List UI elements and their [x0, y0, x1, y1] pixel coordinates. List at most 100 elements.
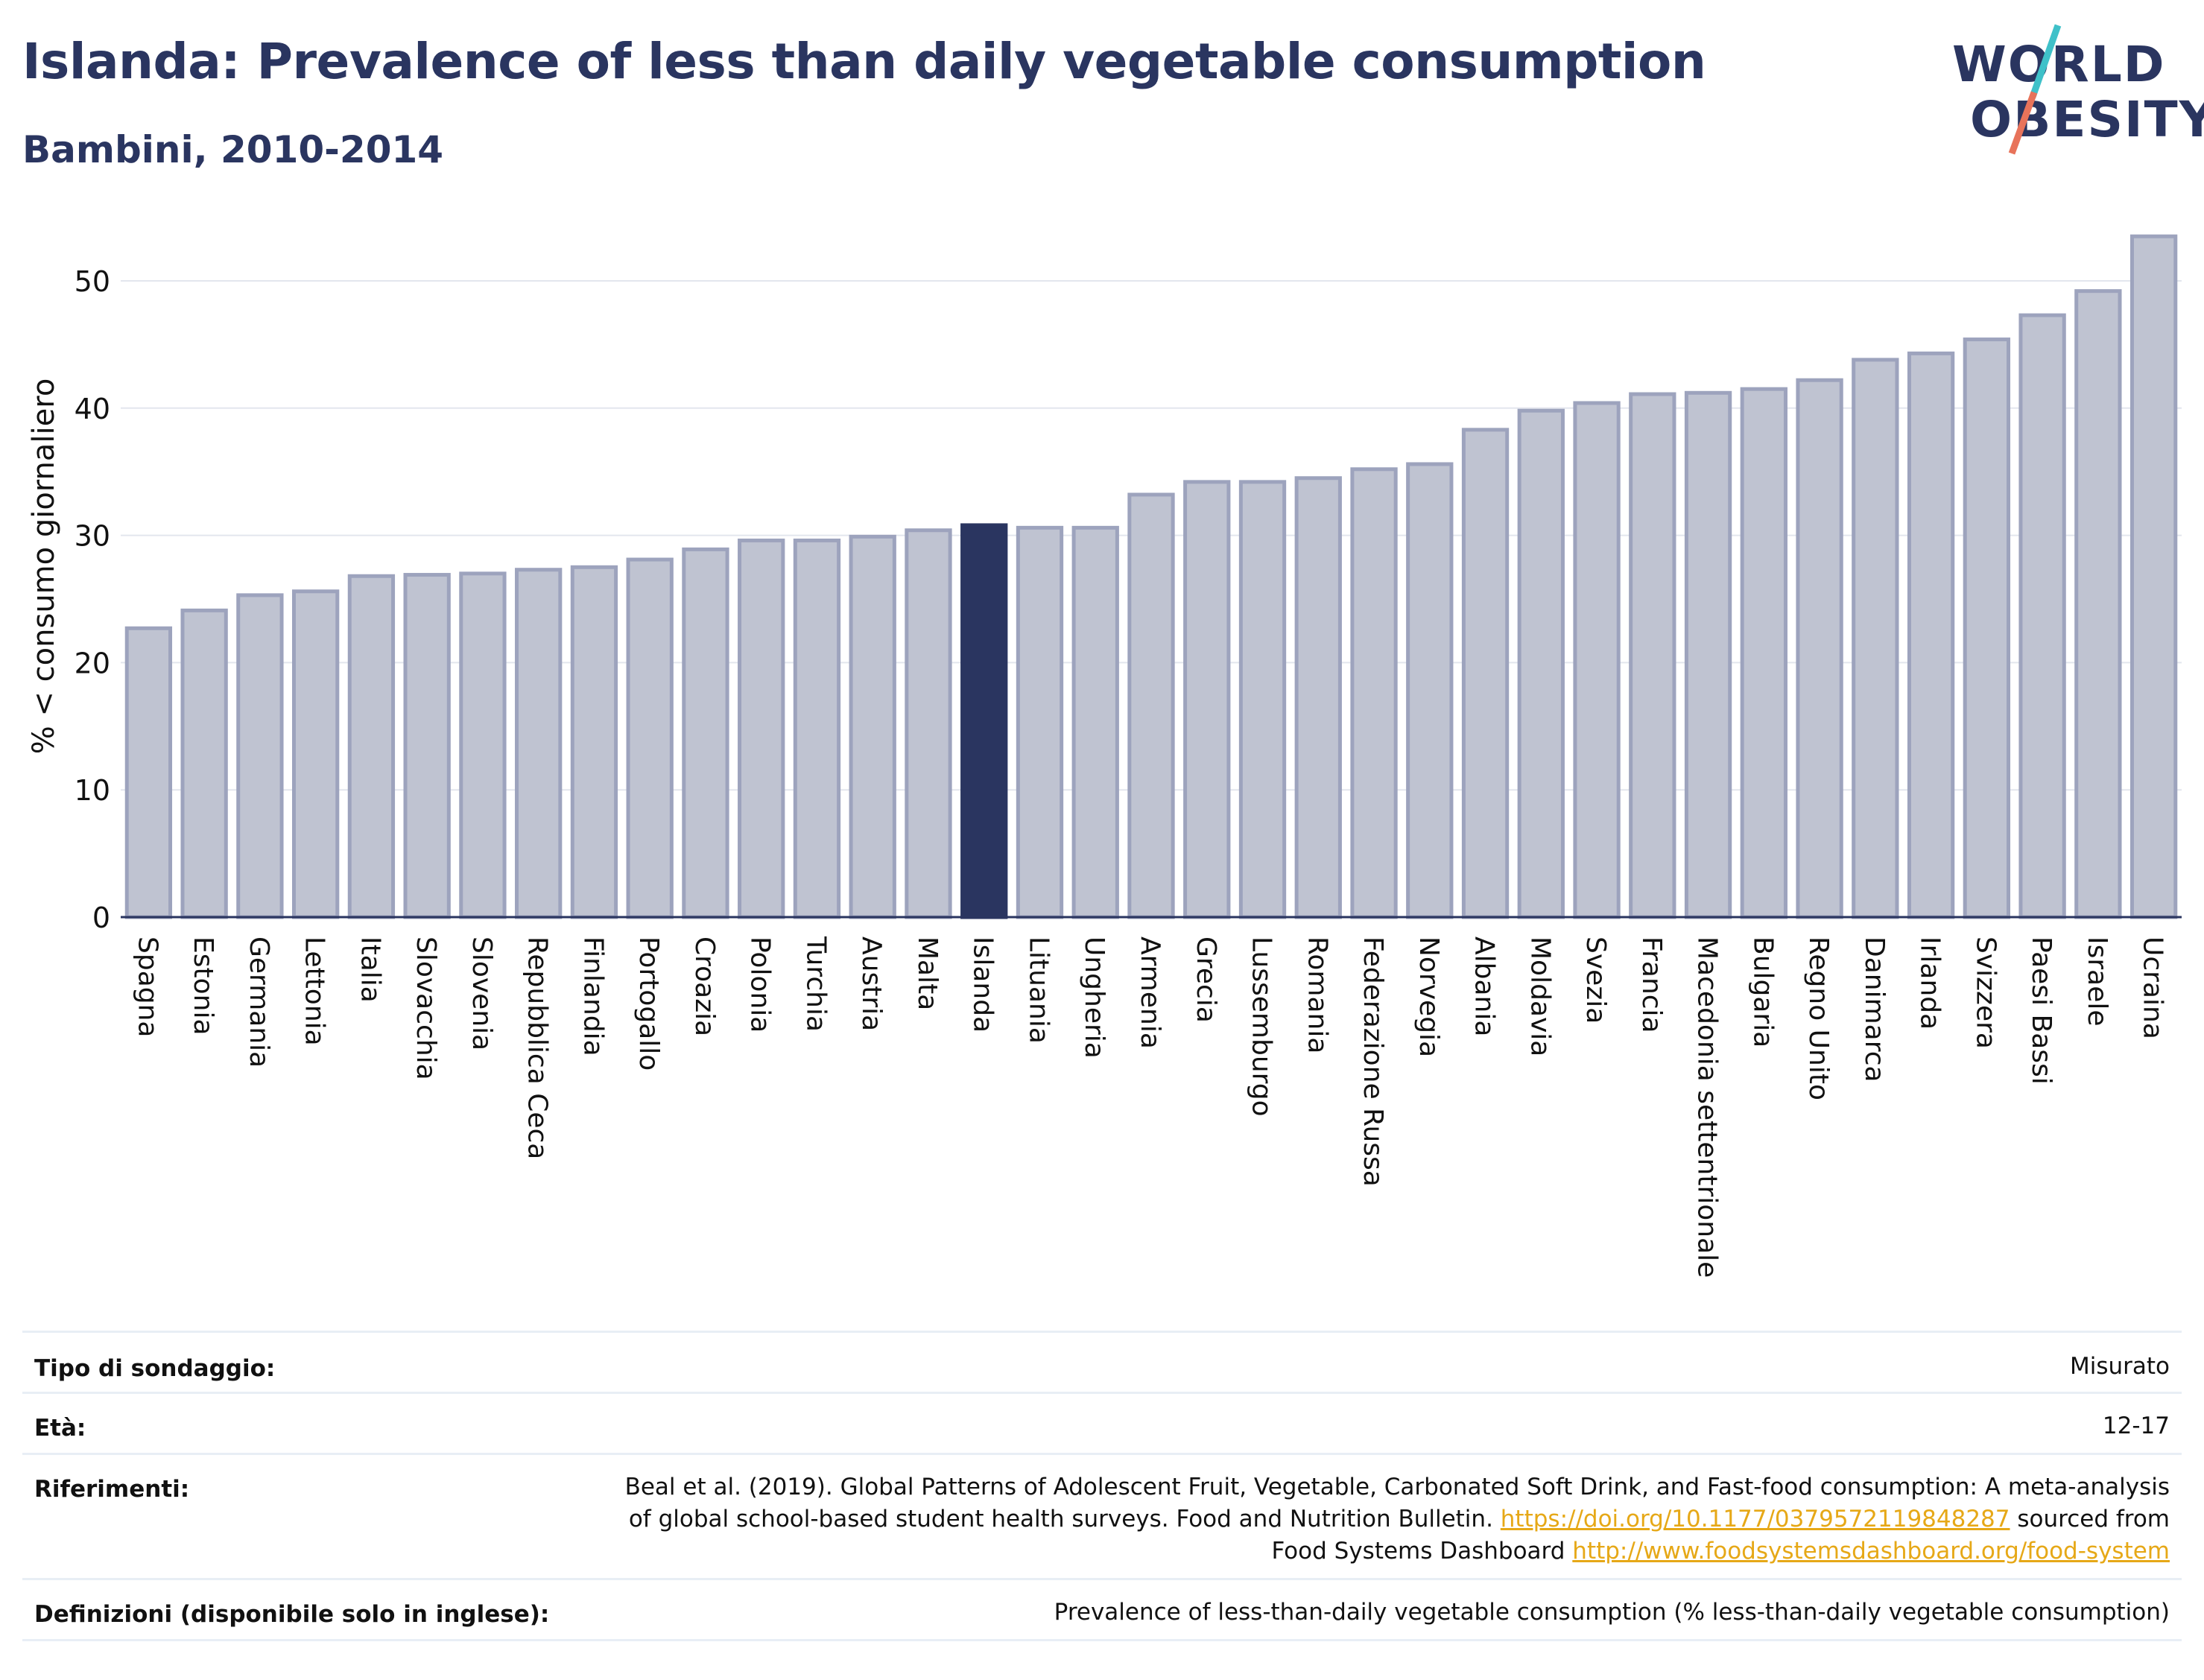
- meta-survey-value: Misurato: [2069, 1353, 2170, 1380]
- bar: [180, 608, 228, 919]
- y-tick-label: 10: [75, 774, 110, 807]
- bars: [124, 234, 2178, 919]
- x-tick-label: Bulgaria: [1747, 936, 1778, 1047]
- x-tick-label: Regno Unito: [1803, 936, 1834, 1100]
- x-tick-label: Ungheria: [1079, 936, 1109, 1059]
- bar: [1963, 337, 2011, 919]
- meta-survey-label: Tipo di sondaggio:: [34, 1355, 276, 1382]
- y-tick-label: 40: [75, 393, 110, 425]
- x-tick-label: Romania: [1302, 936, 1332, 1053]
- x-tick-label: Irlanda: [1915, 936, 1945, 1030]
- bar: [2129, 234, 2178, 919]
- meta-defs-label: Definizioni (disponibile solo in inglese…: [34, 1601, 550, 1628]
- y-tick-label: 20: [75, 647, 110, 679]
- bar: [2074, 289, 2122, 919]
- bar: [1183, 480, 1231, 919]
- refs-line-2-text: of global school-based student health su…: [628, 1506, 1493, 1532]
- x-tick-label: Paesi Bassi: [2026, 936, 2056, 1085]
- meta-age-label: Età:: [34, 1415, 86, 1442]
- x-tick-label: Albania: [1469, 936, 1500, 1036]
- meta-row-definitions: Definizioni (disponibile solo in inglese…: [22, 1578, 2182, 1640]
- x-tick-label: Spagna: [132, 936, 162, 1038]
- meta-row-age: Età: 12-17: [22, 1392, 2182, 1454]
- chart-subtitle: Bambini, 2010-2014: [22, 128, 444, 171]
- x-tick-label: Estonia: [188, 936, 218, 1036]
- bar: [291, 589, 340, 919]
- bar: [626, 557, 674, 919]
- refs-line-1: Beal et al. (2019). Global Patterns of A…: [624, 1474, 2170, 1500]
- logo-slash-icon: [2008, 24, 2062, 155]
- meta-row-references: Riferimenti: Beal et al. (2019). Global …: [22, 1453, 2182, 1579]
- refs-line-3-text: Food Systems Dashboard: [1271, 1538, 1565, 1565]
- meta-age-value: 12-17: [2102, 1413, 2170, 1439]
- refs-line-2: of global school-based student health su…: [625, 1503, 2170, 1535]
- dashboard-link[interactable]: http://www.foodsystemsdashboard.org/food…: [1572, 1538, 2170, 1565]
- bar: [793, 538, 841, 919]
- axes: 0 10 20 30 40 50 Spagna Estonia Germania Lettonia…: [75, 265, 2182, 1278]
- logo-line-1: WORLD: [1952, 36, 2166, 93]
- bar: [1907, 351, 1955, 919]
- bar: [347, 574, 396, 919]
- bar: [124, 626, 173, 919]
- x-tick-label: Moldavia: [1524, 936, 1555, 1056]
- bar: [1238, 480, 1287, 919]
- bar: [1294, 476, 1342, 919]
- bar: [2018, 313, 2066, 919]
- x-tick-label: Norvegia: [1413, 936, 1444, 1057]
- meta-refs-label: Riferimenti:: [34, 1476, 190, 1503]
- x-tick-label: Repubblica Ceca: [522, 936, 553, 1159]
- bar: [1573, 401, 1621, 919]
- bar: [1796, 378, 1843, 919]
- x-tick-label: Armenia: [1135, 936, 1165, 1049]
- meta-defs-value: Prevalence of less-than-daily vegetable …: [1054, 1599, 2170, 1626]
- bar: [570, 565, 618, 919]
- bar-highlight: [960, 523, 1008, 919]
- x-tick-label: Lussemburgo: [1247, 936, 1277, 1117]
- meta-refs-value: Beal et al. (2019). Global Patterns of A…: [625, 1471, 2170, 1568]
- y-tick-label: 0: [92, 901, 110, 934]
- bar: [1461, 428, 1510, 919]
- bar: [1629, 392, 1676, 919]
- bar: [1071, 525, 1119, 919]
- bar: [1406, 462, 1454, 919]
- x-tick-label: Lituania: [1023, 936, 1054, 1044]
- bar: [682, 547, 729, 919]
- meta-row-survey: Tipo di sondaggio: Misurato: [22, 1331, 2182, 1392]
- y-tick-label: 50: [75, 265, 110, 298]
- bar: [1517, 408, 1565, 919]
- bar: [1016, 525, 1064, 919]
- bar: [905, 528, 952, 919]
- x-tick-label: Svezia: [1580, 936, 1611, 1024]
- refs-line-3: Food Systems Dashboard http://www.foodsy…: [625, 1535, 2170, 1568]
- x-tick-label: Austria: [856, 936, 887, 1031]
- x-tick-label: Svizzera: [1970, 936, 2001, 1049]
- x-tick-label: Islanda: [968, 936, 998, 1033]
- x-tick-label: Lettonia: [300, 936, 330, 1046]
- x-tick-label: Israele: [2082, 936, 2112, 1027]
- x-tick-label: Ucraina: [2138, 936, 2168, 1039]
- chart-title: Islanda: Prevalence of less than daily v…: [22, 33, 1706, 90]
- bar: [1127, 492, 1175, 919]
- x-tick-label: Francia: [1636, 936, 1667, 1033]
- x-tick-label: Turchia: [800, 936, 831, 1032]
- meta-bottom-rule: [22, 1639, 2182, 1641]
- x-tick-label: Slovenia: [466, 936, 497, 1050]
- x-tick-label: Portogallo: [633, 936, 664, 1071]
- bar: [236, 593, 284, 919]
- x-tick-label: Danimarca: [1859, 936, 1890, 1083]
- x-tick-label: Croazia: [689, 936, 720, 1036]
- x-tick-label: Germania: [244, 936, 274, 1068]
- doi-link[interactable]: https://doi.org/10.1177/0379572119848287: [1500, 1506, 2010, 1532]
- x-tick-label: Macedonia settentrionale: [1692, 936, 1723, 1278]
- bar: [738, 538, 785, 919]
- x-tick-label: Slovacchia: [411, 936, 441, 1080]
- bar: [1684, 390, 1732, 919]
- x-tick-label: Grecia: [1191, 936, 1221, 1023]
- bar: [1350, 467, 1398, 919]
- x-tick-label: Malta: [912, 936, 943, 1010]
- x-tick-label: Federazione Russa: [1358, 936, 1388, 1187]
- bar: [849, 534, 896, 919]
- bar: [515, 568, 563, 919]
- bar: [1852, 358, 1899, 919]
- bar: [459, 571, 507, 919]
